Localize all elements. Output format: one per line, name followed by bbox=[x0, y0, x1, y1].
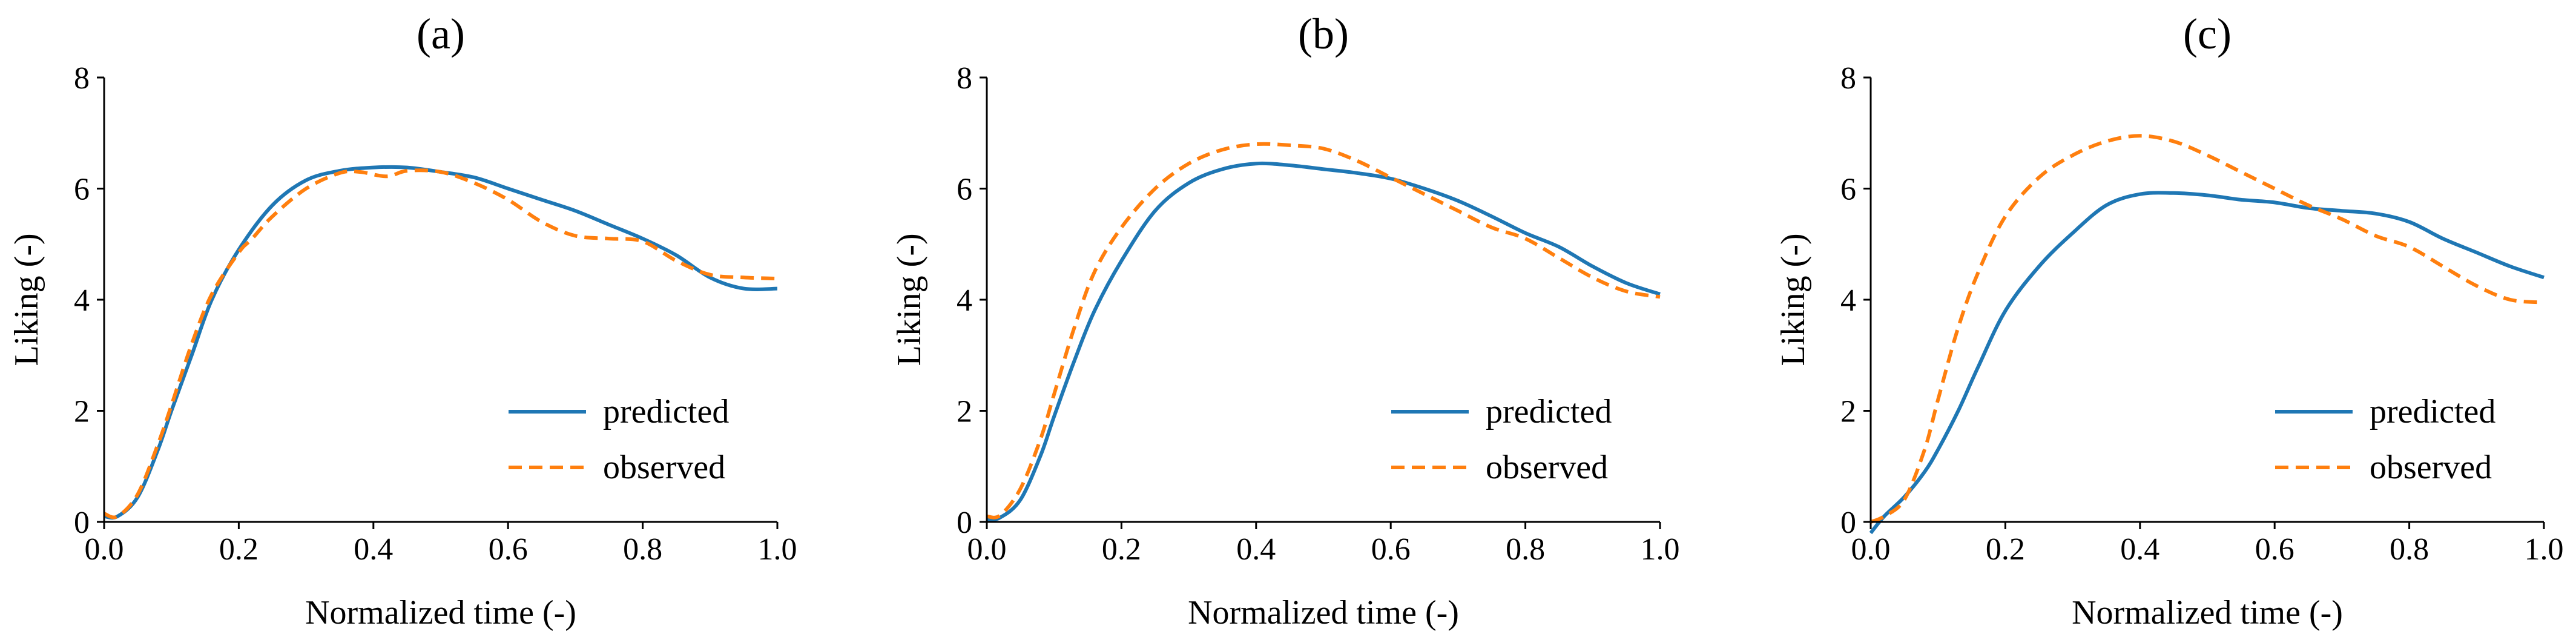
series-line-observed bbox=[986, 142, 1661, 519]
y-tick-label: 8 bbox=[957, 61, 972, 96]
x-axis-label: Normalized time (-) bbox=[305, 594, 576, 631]
y-tick-label: 4 bbox=[1840, 283, 1856, 318]
panel-title: (a) bbox=[417, 10, 465, 58]
y-tick-label: 0 bbox=[74, 506, 90, 540]
x-tick-label: 0.0 bbox=[967, 532, 1007, 567]
x-tick-label: 0.8 bbox=[1506, 532, 1545, 567]
y-axis-label: Liking (-) bbox=[8, 233, 45, 366]
panel-title: (c) bbox=[2183, 10, 2232, 58]
y-tick-label: 6 bbox=[74, 173, 90, 207]
panel-a: (a) 0.0 0.2 0.4 0.6 0.8 1.0 0 2 4 6 8 Normalized tim… bbox=[8, 10, 797, 631]
y-tick-label: 4 bbox=[74, 283, 90, 318]
y-axis-label: Liking (-) bbox=[891, 233, 928, 366]
x-tick-label: 0.2 bbox=[1986, 532, 2025, 567]
y-tick-label: 8 bbox=[1840, 61, 1856, 96]
series-line-observed bbox=[103, 168, 778, 519]
series-line-observed bbox=[1869, 134, 2545, 524]
y-tick-label: 0 bbox=[1840, 506, 1856, 540]
legend-label-predicted: predicted bbox=[2370, 393, 2495, 430]
legend-label-observed: observed bbox=[2370, 449, 2492, 486]
y-tick-label: 8 bbox=[74, 61, 90, 96]
x-tick-label: 0.2 bbox=[219, 532, 259, 567]
panel-c: (c) 0.0 0.2 0.4 0.6 0.8 1.0 0 2 4 6 8 Normalized tim… bbox=[1774, 10, 2564, 631]
x-axis-label: Normalized time (-) bbox=[2072, 594, 2343, 631]
x-tick-label: 0.6 bbox=[2255, 532, 2294, 567]
series-line-predicted bbox=[986, 161, 1661, 521]
x-tick-label: 0.6 bbox=[489, 532, 528, 567]
x-tick-label: 0.4 bbox=[354, 532, 393, 567]
y-tick-label: 6 bbox=[1840, 173, 1856, 207]
y-tick-label: 4 bbox=[957, 283, 972, 318]
x-tick-label: 0.4 bbox=[2120, 532, 2159, 567]
legend-label-observed: observed bbox=[603, 449, 725, 486]
x-tick-label: 1.0 bbox=[758, 532, 797, 567]
x-tick-label: 0.0 bbox=[1851, 532, 1891, 567]
x-tick-label: 0.8 bbox=[623, 532, 662, 567]
y-tick-label: 0 bbox=[957, 506, 972, 540]
legend: predicted observed bbox=[509, 393, 729, 486]
y-axis-label: Liking (-) bbox=[1774, 233, 1812, 366]
x-tick-label: 0.0 bbox=[85, 532, 124, 567]
y-tick-label: 2 bbox=[957, 395, 972, 429]
legend-label-observed: observed bbox=[1486, 449, 1608, 486]
legend-label-predicted: predicted bbox=[1486, 393, 1612, 430]
x-tick-label: 0.2 bbox=[1102, 532, 1141, 567]
y-tick-label: 6 bbox=[957, 173, 972, 207]
x-tick-label: 0.6 bbox=[1371, 532, 1411, 567]
legend: predicted observed bbox=[1391, 393, 1612, 486]
x-tick-label: 1.0 bbox=[1641, 532, 1680, 567]
x-tick-label: 0.4 bbox=[1236, 532, 1276, 567]
legend-label-predicted: predicted bbox=[603, 393, 729, 430]
x-tick-label: 1.0 bbox=[2525, 532, 2564, 567]
x-axis-label: Normalized time (-) bbox=[1188, 594, 1459, 631]
legend: predicted observed bbox=[2275, 393, 2495, 486]
x-tick-label: 0.8 bbox=[2390, 532, 2429, 567]
y-tick-label: 2 bbox=[1840, 395, 1856, 429]
panel-b: (b) 0.0 0.2 0.4 0.6 0.8 1.0 0 2 4 6 8 Normalized tim… bbox=[891, 10, 1680, 631]
y-tick-label: 2 bbox=[74, 395, 90, 429]
panel-title: (b) bbox=[1298, 10, 1349, 58]
series-line-predicted bbox=[1869, 191, 2545, 535]
